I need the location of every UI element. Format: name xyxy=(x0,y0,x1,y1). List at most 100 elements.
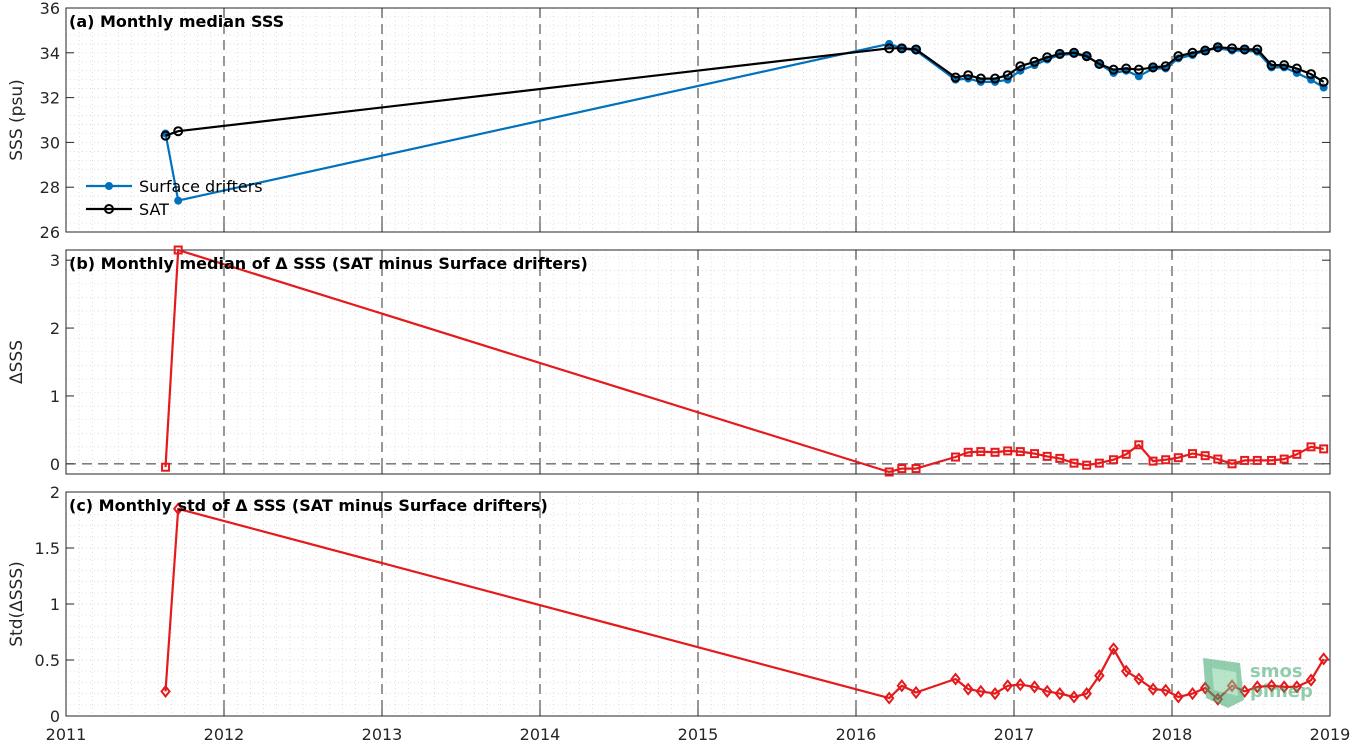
legend: Surface drifters SAT xyxy=(86,177,263,219)
panel-b-data-point xyxy=(976,447,986,457)
panel-a-data-point xyxy=(174,196,183,205)
panel-b-ylabel: ΔSSS xyxy=(7,340,27,384)
panel-a-data-point xyxy=(1291,63,1302,74)
y-tick-label: 2 xyxy=(50,483,60,502)
y-tick-label: 26 xyxy=(40,223,60,242)
panel-c-title: (c) Monthly std of Δ SSS (SAT minus Surf… xyxy=(69,496,548,515)
panel-a-data-point xyxy=(1054,48,1065,59)
panel-c-data-point xyxy=(172,502,184,516)
panel-c-data-point xyxy=(1278,680,1290,694)
panel-c-data-point xyxy=(1173,690,1184,704)
panel-c-data-point xyxy=(896,679,908,693)
panel-c: 0 0.5 1 1.5 2 2011 2012 2013 2014 2015 2016 2017 201… xyxy=(7,483,1350,744)
panel-a-data-point xyxy=(1081,51,1092,62)
panel-c-data-point xyxy=(883,691,895,705)
x-tick-label: 2019 xyxy=(1310,725,1351,744)
x-tick-label: 2016 xyxy=(836,725,877,744)
panel-a-data-point xyxy=(990,73,1001,84)
panel-b-data-point xyxy=(1069,458,1079,468)
panel-b-data-point xyxy=(1148,456,1158,466)
panel-a-data-point xyxy=(884,43,895,54)
panel-a-series-1 xyxy=(160,42,1329,141)
panel-a-data-point xyxy=(963,70,974,81)
panel-a-data-point xyxy=(1002,70,1013,81)
panel-a-series-0-line xyxy=(164,42,1325,202)
panel-a-data-point xyxy=(896,43,907,54)
panel-b-data-point xyxy=(1121,449,1131,459)
x-tick-label: 2018 xyxy=(1152,725,1193,744)
panel-c-data-point xyxy=(1160,683,1171,697)
panel-b-data-point xyxy=(1015,447,1025,457)
y-tick-label: 0.5 xyxy=(35,651,60,670)
panel-c-ylabel: Std(ΔSSS) xyxy=(7,561,27,647)
panel-a-data-point xyxy=(1212,42,1223,53)
x-tick-label: 2012 xyxy=(204,725,245,744)
watermark-text-top: smos xyxy=(1250,661,1303,682)
panel-a-data-point xyxy=(1173,51,1184,62)
panel-b-data-point xyxy=(963,447,973,457)
panel-b-series-0 xyxy=(161,245,1329,477)
y-tick-label: 1 xyxy=(50,595,60,614)
panel-b-series-0-line xyxy=(164,248,1324,474)
panel-c-data-point xyxy=(1108,642,1119,656)
panel-c-data-point xyxy=(950,672,961,686)
panel-a-data-point xyxy=(911,44,922,55)
panel-b-data-point xyxy=(1213,454,1223,464)
panel-a-data-point xyxy=(950,72,961,83)
panel-a-data-point xyxy=(1069,47,1080,58)
panel-c-data-point xyxy=(1054,686,1066,701)
panel-a-data-point xyxy=(1148,62,1159,73)
panel-b-data-point xyxy=(161,462,171,472)
panel-c-data-point xyxy=(1041,684,1053,698)
y-tick-label: 32 xyxy=(40,89,60,108)
watermark-text-bottom: pimep xyxy=(1250,681,1313,702)
panel-c-series-0 xyxy=(160,502,1329,706)
panel-a-ylabel: SSS (psu) xyxy=(7,79,27,160)
x-tick-label: 2015 xyxy=(678,725,719,744)
y-tick-label: 1 xyxy=(50,387,60,406)
panel-c-data-point xyxy=(962,682,974,696)
panel-a-data-point xyxy=(1252,44,1263,55)
panel-c-data-point xyxy=(1133,672,1145,686)
panel-b-data-point xyxy=(1042,451,1052,461)
panel-a-data-point xyxy=(1318,76,1329,87)
legend-swatch-marker xyxy=(104,204,114,214)
panel-b-data-point xyxy=(1003,446,1013,456)
panel-b-data-point xyxy=(1267,455,1277,465)
panel-b-data-point xyxy=(911,464,921,474)
panel-b-data-point xyxy=(1055,453,1065,463)
panel-b-data-point xyxy=(1227,459,1237,469)
panel-c-data-point xyxy=(1187,686,1198,701)
panel-c-data-point xyxy=(1068,690,1080,704)
panel-c-data-point xyxy=(1305,673,1317,687)
panel-b: 0 1 2 3 ΔSSS (b) Monthly median of Δ SSS (SAT… xyxy=(7,245,1331,477)
panel-c-data-point xyxy=(1015,678,1026,692)
panel-b-data-point xyxy=(173,245,183,255)
x-tick-label: 2011 xyxy=(46,725,87,744)
panel-b-data-point xyxy=(1030,449,1040,459)
y-tick-label: 0 xyxy=(50,707,60,726)
panel-a-data-point xyxy=(1108,64,1119,75)
panel-c-data-point xyxy=(1318,652,1329,666)
panel-b-data-point xyxy=(884,467,894,477)
panel-a-data-point xyxy=(1279,60,1290,71)
panel-a-data-point xyxy=(1306,69,1317,80)
panel-b-data-point xyxy=(1173,453,1183,463)
legend-entry: Surface drifters xyxy=(139,177,263,196)
panel-a-data-point xyxy=(1266,60,1277,71)
panel-c-data-point xyxy=(1252,680,1263,694)
panel-b-title: (b) Monthly median of Δ SSS (SAT minus S… xyxy=(69,254,588,273)
panel-a-data-point xyxy=(173,126,184,137)
y-tick-label: 28 xyxy=(40,178,60,197)
legend-swatch-marker xyxy=(105,182,113,190)
panel-a-data-point xyxy=(1029,56,1040,67)
panel-a-title: (a) Monthly median SSS xyxy=(69,12,284,31)
panel-b-data-point xyxy=(1082,460,1092,470)
panel-c-data-point xyxy=(975,684,987,698)
panel-b-data-point xyxy=(1279,454,1289,464)
panel-c-data-point xyxy=(160,684,171,698)
panel-c-data-point xyxy=(1094,669,1105,683)
panel-a-data-point xyxy=(1187,47,1198,58)
panel-a-series-1-line xyxy=(165,46,1325,137)
panel-c-data-point xyxy=(1120,664,1132,678)
